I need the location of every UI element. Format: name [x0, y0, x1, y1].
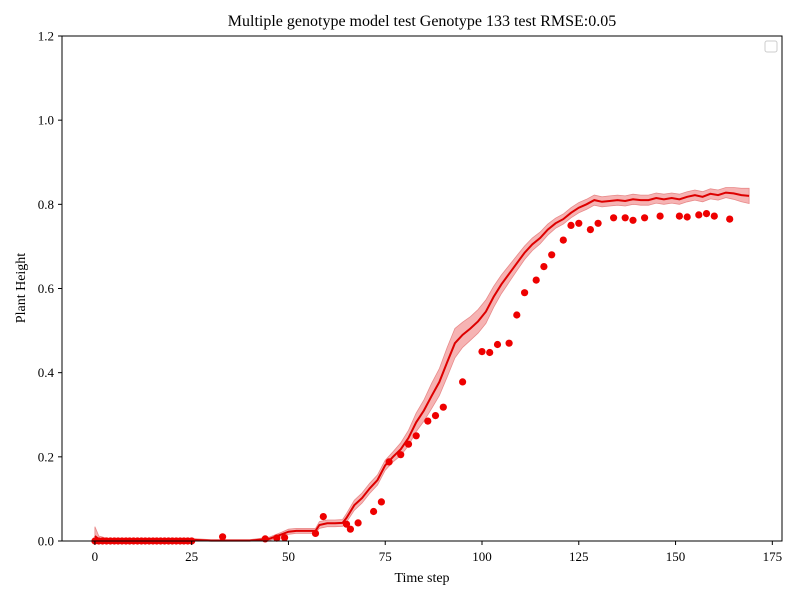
observed-point: [695, 211, 703, 219]
observed-point: [281, 534, 289, 542]
observed-point: [621, 214, 629, 222]
x-axis-label: Time step: [394, 571, 449, 586]
observed-point: [521, 289, 529, 297]
y-tick-label: 0.2: [38, 449, 54, 464]
observed-point: [273, 534, 281, 542]
observed-point: [559, 236, 567, 244]
observed-point: [219, 533, 227, 541]
observed-point: [726, 215, 734, 223]
observed-point: [505, 339, 513, 347]
observed-point: [385, 458, 393, 466]
y-tick-label: 0.4: [38, 365, 55, 380]
observed-point: [311, 529, 320, 538]
observed-point: [493, 340, 502, 349]
x-tick-label: 25: [185, 549, 198, 564]
observed-point: [594, 219, 602, 227]
observed-point: [629, 216, 637, 224]
observed-point: [683, 213, 691, 221]
x-tick-label: 100: [472, 549, 492, 564]
plot-area: [91, 187, 750, 545]
observed-point: [354, 519, 362, 527]
y-axis-label: Plant Height: [14, 253, 29, 323]
observed-point: [459, 378, 467, 386]
chart-title: Multiple genotype model test Genotype 13…: [228, 13, 616, 30]
observed-point: [397, 451, 405, 459]
observed-point: [319, 513, 327, 521]
prediction-line: [94, 191, 750, 542]
y-tick-label: 1.2: [38, 29, 54, 44]
observed-point: [641, 214, 649, 222]
observed-point: [540, 263, 548, 271]
x-tick-label: 150: [666, 549, 686, 564]
x-tick-label: 75: [379, 549, 392, 564]
observed-point: [702, 210, 711, 218]
x-tick-label: 175: [763, 549, 783, 564]
y-tick-label: 0.8: [38, 197, 54, 212]
plot-frame: [61, 35, 783, 542]
observed-point: [404, 440, 413, 448]
y-tick-label: 0.0: [38, 534, 54, 549]
observed-point: [532, 276, 540, 284]
observed-point: [370, 507, 378, 516]
observed-point: [656, 212, 664, 220]
observed-point: [486, 348, 494, 357]
x-tick-label: 0: [92, 549, 99, 564]
observed-point: [710, 212, 718, 220]
observed-point: [478, 348, 486, 356]
observed-point: [412, 432, 420, 440]
prediction-confidence-band: [94, 187, 750, 542]
observed-point: [346, 525, 354, 533]
observed-point: [675, 212, 684, 220]
x-tick-label: 125: [569, 549, 589, 564]
observed-point: [342, 520, 351, 528]
y-tick-label: 1.0: [38, 113, 54, 128]
axis-ticks: 0 25 50 75 100 125 150 175 0.0 0.2 0.4 0.6 0.8 1.0 1.2: [38, 29, 782, 565]
observed-point: [424, 417, 432, 425]
legend-box: [764, 40, 778, 53]
observed-point: [610, 214, 618, 222]
y-tick-label: 0.6: [38, 281, 55, 296]
observed-point: [567, 221, 575, 229]
observed-point: [431, 412, 440, 420]
observed-point: [439, 403, 447, 411]
x-tick-label: 50: [282, 549, 295, 564]
observed-point: [575, 219, 583, 227]
observed-point: [548, 251, 556, 259]
observed-point: [586, 226, 595, 234]
observed-point: [377, 498, 385, 506]
observed-point: [513, 311, 521, 319]
